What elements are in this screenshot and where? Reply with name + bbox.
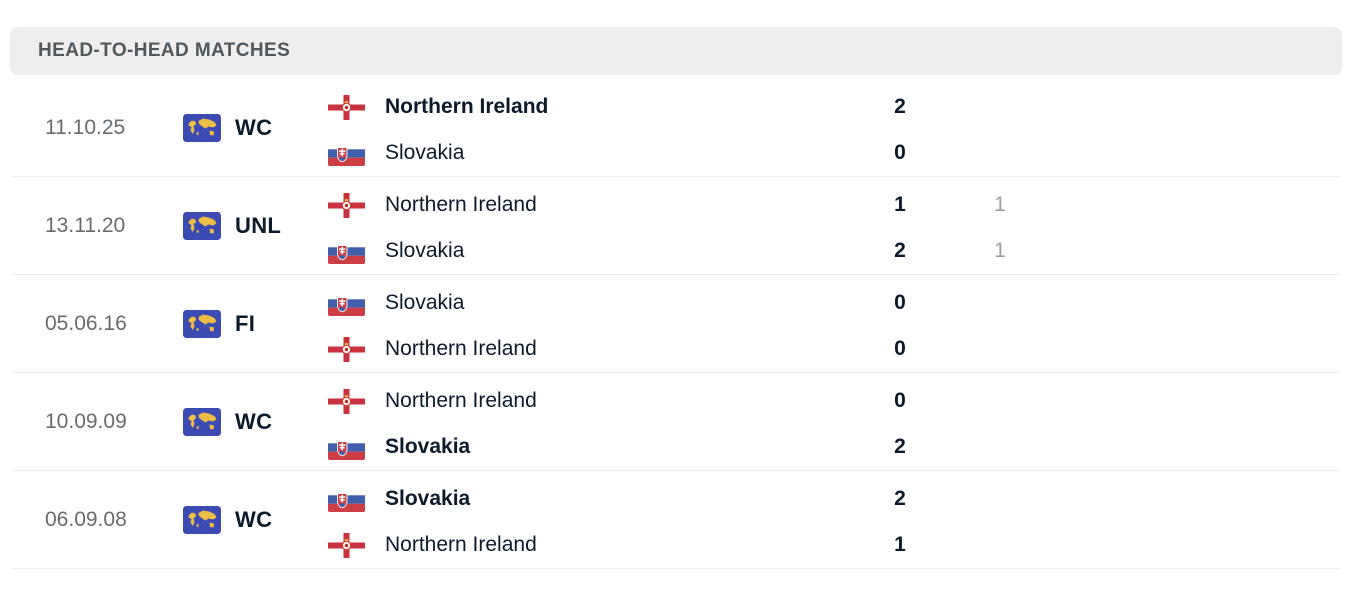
world-map-icon	[183, 407, 221, 436]
team-name: Slovakia	[385, 141, 465, 164]
team-score: 2	[894, 435, 906, 458]
first-half-score: 1	[994, 193, 1006, 216]
flag-northern-ireland-icon	[328, 94, 365, 120]
team-line-home: Slovakia 2	[328, 485, 1340, 513]
team-line-away: Northern Ireland 1	[328, 531, 1340, 559]
section-title: HEAD-TO-HEAD MATCHES	[38, 40, 291, 61]
competition: WC	[183, 505, 273, 534]
match-date: 10.09.09	[45, 409, 127, 433]
team-score: 1	[894, 193, 906, 216]
team-line-away: Slovakia 2 1	[328, 237, 1340, 265]
team-name: Slovakia	[385, 291, 465, 314]
team-name: Northern Ireland	[385, 193, 537, 216]
team-line-away: Slovakia 0	[328, 139, 1340, 167]
competition: WC	[183, 407, 273, 436]
team-name: Slovakia	[385, 435, 471, 458]
competition-label: WC	[235, 114, 273, 140]
team-name: Slovakia	[385, 239, 465, 262]
team-name: Northern Ireland	[385, 389, 537, 412]
team-name: Northern Ireland	[385, 337, 537, 360]
flag-slovakia-icon	[328, 434, 365, 460]
competition-label: WC	[235, 408, 273, 434]
match-date: 06.09.08	[45, 507, 127, 531]
competition-label: FI	[235, 310, 256, 336]
first-half-score: 1	[994, 239, 1006, 262]
team-score: 1	[894, 533, 906, 556]
team-line-home: Northern Ireland 2	[328, 93, 1340, 121]
world-map-icon	[183, 211, 221, 240]
match-row[interactable]: 06.09.08 WC	[12, 471, 1340, 569]
team-name: Slovakia	[385, 487, 471, 510]
flag-northern-ireland-icon	[328, 336, 365, 362]
flag-slovakia-icon	[328, 290, 365, 316]
match-row[interactable]: 05.06.16 FI	[12, 275, 1340, 373]
competition: UNL	[183, 211, 282, 240]
flag-slovakia-icon	[328, 140, 365, 166]
competition-label: WC	[235, 506, 273, 532]
team-line-home: Northern Ireland 1 1	[328, 191, 1340, 219]
flag-northern-ireland-icon	[328, 192, 365, 218]
match-row[interactable]: 11.10.25 WC	[12, 79, 1340, 177]
world-map-icon	[183, 309, 221, 338]
match-row[interactable]: 10.09.09 WC	[12, 373, 1340, 471]
match-date: 05.06.16	[45, 311, 127, 335]
team-score: 0	[894, 389, 906, 412]
team-line-away: Slovakia 2	[328, 433, 1340, 461]
team-score: 2	[894, 239, 906, 262]
world-map-icon	[183, 113, 221, 142]
team-line-home: Slovakia 0	[328, 289, 1340, 317]
team-line-away: Northern Ireland 0	[328, 335, 1340, 363]
team-name: Northern Ireland	[385, 533, 537, 556]
competition: FI	[183, 309, 256, 338]
competition: WC	[183, 113, 273, 142]
team-name: Northern Ireland	[385, 95, 549, 118]
team-score: 0	[894, 291, 906, 314]
flag-northern-ireland-icon	[328, 388, 365, 414]
team-score: 0	[894, 141, 906, 164]
team-score: 2	[894, 487, 906, 510]
competition-label: UNL	[235, 212, 282, 238]
head-to-head-panel: HEAD-TO-HEAD MATCHES 11.10.25 WC	[0, 27, 1352, 605]
flag-slovakia-icon	[328, 238, 365, 264]
match-date: 11.10.25	[45, 115, 126, 139]
match-row[interactable]: 13.11.20 UNL	[12, 177, 1340, 275]
team-line-home: Northern Ireland 0	[328, 387, 1340, 415]
team-score: 2	[894, 95, 906, 118]
section-header: HEAD-TO-HEAD MATCHES	[10, 27, 1342, 75]
flag-slovakia-icon	[328, 486, 365, 512]
matches-list: 11.10.25 WC	[12, 79, 1340, 569]
flag-northern-ireland-icon	[328, 532, 365, 558]
match-date: 13.11.20	[45, 213, 126, 237]
team-score: 0	[894, 337, 906, 360]
world-map-icon	[183, 505, 221, 534]
